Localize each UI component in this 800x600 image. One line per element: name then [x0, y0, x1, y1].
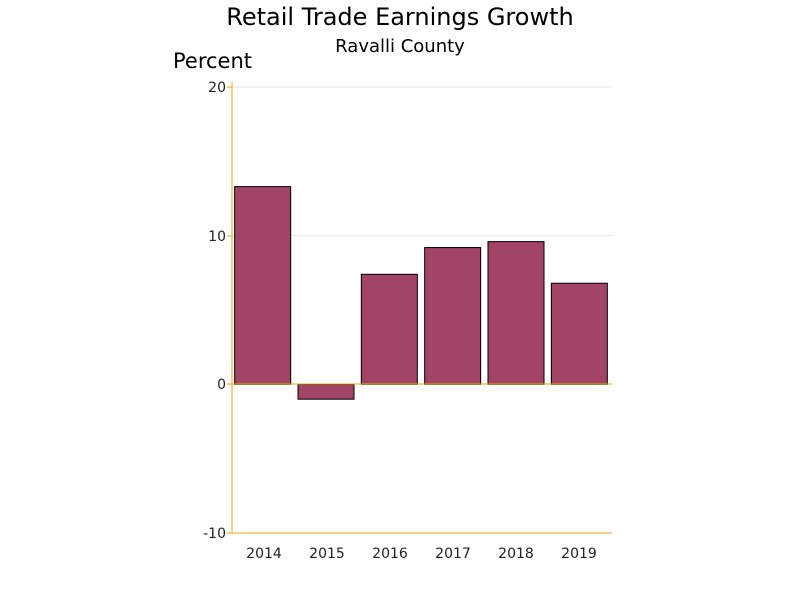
bar-2016 [360, 273, 418, 385]
bar-2018 [487, 241, 545, 385]
x-tick-label: 2019 [561, 546, 597, 562]
y-tick-label: 20 [208, 80, 226, 96]
bars [234, 186, 608, 400]
chart-title: Retail Trade Earnings Growth [226, 3, 573, 31]
x-ticks: 2014 2015 2016 2017 2018 2019 [246, 546, 597, 562]
bar-2019 [550, 282, 608, 385]
x-tick-label: 2015 [309, 546, 345, 562]
x-tick-label: 2016 [372, 546, 408, 562]
x-tick-label: 2017 [435, 546, 471, 562]
x-tick-label: 2018 [498, 546, 534, 562]
bar-2015 [297, 383, 355, 400]
gridlines [232, 86, 612, 237]
y-tick-label: -10 [203, 526, 226, 542]
y-tick-label: 10 [208, 229, 226, 245]
chart-subtitle: Ravalli County [335, 36, 465, 57]
bar-2017 [424, 247, 482, 385]
y-tick-label: 0 [217, 377, 226, 393]
y-ticks: 20 10 0 -10 [203, 80, 232, 542]
bar-2014 [234, 186, 292, 385]
x-tick-label: 2014 [246, 546, 282, 562]
y-axis-label: Percent [173, 49, 252, 73]
